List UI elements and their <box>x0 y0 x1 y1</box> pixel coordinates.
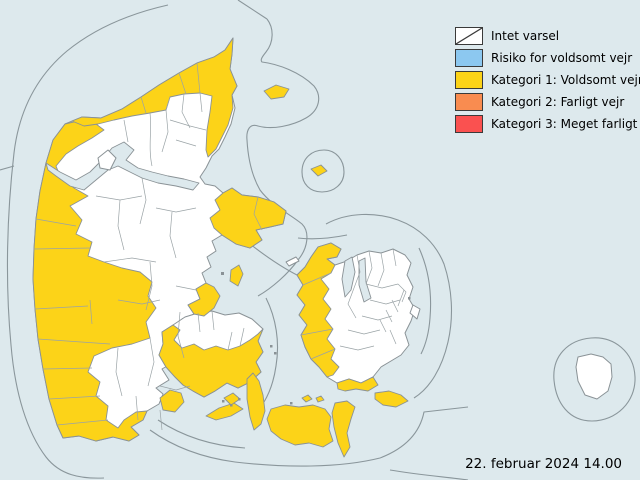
legend: Intet varsel Risiko for voldsomt vejr Ka… <box>455 27 640 137</box>
warning-region-east-jutland-coast[interactable] <box>187 282 221 317</box>
funen-borders <box>197 310 245 351</box>
warning-region-south-funen[interactable] <box>158 324 264 398</box>
warning-region-samsoe[interactable] <box>229 264 244 287</box>
amager-island[interactable] <box>409 304 421 320</box>
great-belt-zone-line <box>263 297 279 403</box>
legend-item-risiko: Risiko for voldsomt vejr <box>455 49 640 67</box>
legend-label: Kategori 3: Meget farligt vejr <box>491 117 640 131</box>
warning-regions-kategori-1 <box>32 37 409 458</box>
category-1-swatch-icon <box>455 71 483 89</box>
warning-region-als[interactable] <box>159 389 185 413</box>
legend-item-intet-varsel: Intet varsel <box>455 27 640 45</box>
legend-label: Kategori 1: Voldsomt vejr <box>491 73 640 87</box>
south-islands-buffer-line <box>149 406 469 467</box>
warning-region-smaalandsfarvandet-islets[interactable] <box>301 394 325 403</box>
west-jutland-buffer-line <box>6 4 169 479</box>
isefjord <box>341 256 356 298</box>
roskilde-fjord <box>358 257 372 303</box>
kattegat-zone-line <box>297 234 348 240</box>
warning-region-laesoe[interactable] <box>263 84 290 100</box>
timestamp: 22. februar 2024 14.00 <box>465 456 622 472</box>
legend-item-kategori-1: Kategori 1: Voldsomt vejr <box>455 71 640 89</box>
no-warning-swatch-icon <box>455 27 483 45</box>
bornholm-buffer-line <box>553 337 636 422</box>
mors-island[interactable] <box>97 149 117 171</box>
aeroe-buffer-line <box>157 419 246 449</box>
municipality-borders <box>33 62 407 431</box>
legend-item-kategori-2: Kategori 2: Farligt vejr <box>455 93 640 111</box>
warning-region-moen[interactable] <box>374 390 409 408</box>
fjords <box>45 141 372 303</box>
legend-item-kategori-3: Kategori 3: Meget farligt vejr <box>455 115 640 133</box>
bottom-right-zone-line <box>389 469 469 480</box>
legend-label: Risiko for voldsomt vejr <box>491 51 633 65</box>
warning-region-aeroe[interactable] <box>205 402 244 421</box>
left-edge-zone-line <box>0 165 15 171</box>
skagerrak-zone-line <box>237 0 268 20</box>
laesoe-and-east-coast-buffer-line <box>246 18 320 297</box>
category-3-swatch-icon <box>455 115 483 133</box>
warning-region-langeland[interactable] <box>246 372 266 431</box>
warning-region-falster[interactable] <box>331 400 356 458</box>
warning-region-west-zealand[interactable] <box>296 242 342 378</box>
risk-warning-swatch-icon <box>455 49 483 67</box>
jutland-borders <box>33 62 263 431</box>
warning-region-anholt[interactable] <box>310 164 328 177</box>
legend-label: Intet varsel <box>491 29 560 43</box>
bornholm-island[interactable] <box>575 353 613 400</box>
zealand-borders <box>300 248 407 360</box>
sejeroe-island[interactable] <box>285 256 300 267</box>
zealand-buffer-line <box>325 213 452 399</box>
category-2-swatch-icon <box>455 93 483 111</box>
legend-label: Kategori 2: Farligt vejr <box>491 95 625 109</box>
oeresund-zone-line <box>418 247 432 355</box>
warning-region-lolland[interactable] <box>266 404 334 448</box>
warning-region-djursland[interactable] <box>209 187 287 249</box>
warning-region-west-jutland[interactable] <box>32 119 157 442</box>
warning-region-south-zealand[interactable] <box>336 376 379 392</box>
anholt-buffer-line <box>301 149 345 193</box>
